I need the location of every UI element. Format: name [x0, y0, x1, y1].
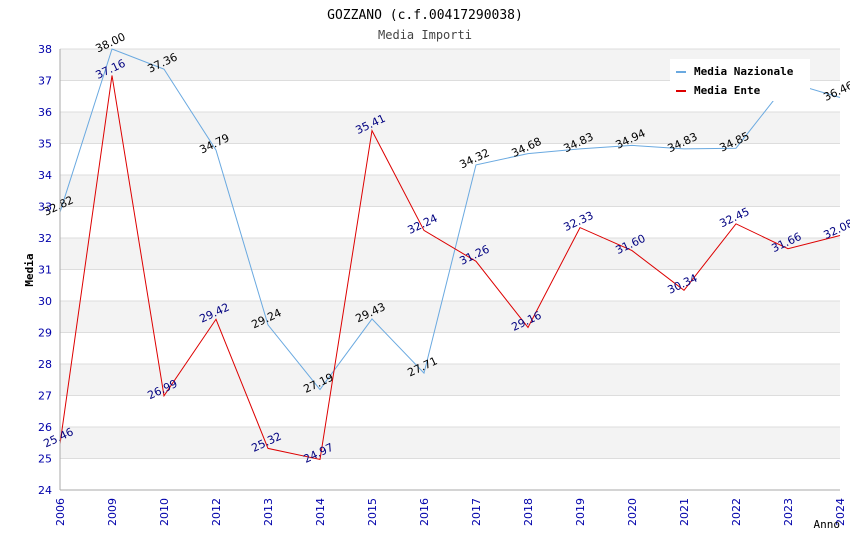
- y-tick-label: 32: [38, 232, 52, 245]
- x-tick-label: 2020: [626, 498, 639, 526]
- y-tick-label: 30: [38, 295, 52, 308]
- x-tick-label: 2023: [782, 498, 795, 526]
- series-line: [59, 75, 841, 461]
- y-tick-label: 34: [38, 169, 52, 182]
- x-tick-label: 2017: [470, 498, 483, 526]
- plot-bands: [60, 49, 840, 490]
- y-tick-label: 31: [38, 264, 52, 277]
- x-tick-label: 2019: [574, 498, 587, 526]
- x-tick-label: 2009: [106, 498, 119, 526]
- x-tick-label: 2022: [730, 498, 743, 526]
- y-tick-label: 29: [38, 327, 52, 340]
- y-tick-label: 35: [38, 138, 52, 151]
- x-tick-label: 2016: [418, 498, 431, 526]
- series-line: [59, 48, 841, 391]
- y-tick-label: 24: [38, 484, 52, 497]
- x-axis: 2006 2009 2010 2012 2013 2014 2015 2016 2017 2018…: [54, 489, 847, 526]
- plot-band: [60, 458, 840, 490]
- x-tick-label: 2013: [262, 498, 275, 526]
- plot-band: [60, 301, 840, 333]
- plot-band: [60, 364, 840, 396]
- plot-band: [60, 332, 840, 364]
- y-tick-label: 25: [38, 453, 52, 466]
- y-axis: 24 25 26 27 28 29 30 31 32 33 34 35 36 37 38: [38, 43, 61, 497]
- x-axis-title: Anno: [814, 518, 841, 531]
- y-tick-label: 33: [38, 201, 52, 214]
- x-tick-label: 2018: [522, 498, 535, 526]
- y-axis-title: Media: [23, 253, 36, 286]
- x-tick-label: 2006: [54, 498, 67, 526]
- plot-band: [60, 427, 840, 459]
- legend-label: Media Nazionale: [694, 65, 794, 78]
- legend-label: Media Ente: [694, 84, 761, 97]
- plot-band: [60, 175, 840, 207]
- x-tick-label: 2024: [834, 498, 847, 526]
- plot-band: [60, 238, 840, 270]
- plot-band: [60, 206, 840, 238]
- plot-band: [60, 395, 840, 427]
- y-tick-label: 28: [38, 358, 52, 371]
- y-tick-label: 36: [38, 106, 52, 119]
- series-lines: [59, 48, 841, 461]
- x-tick-label: 2010: [158, 498, 171, 526]
- legend-box: [670, 59, 810, 101]
- y-tick-label: 37: [38, 75, 52, 88]
- x-tick-label: 2014: [314, 498, 327, 526]
- y-tick-label: 26: [38, 421, 52, 434]
- x-tick-label: 2021: [678, 498, 691, 526]
- plot-band: [60, 269, 840, 301]
- x-tick-label: 2015: [366, 498, 379, 526]
- y-tick-label: 38: [38, 43, 52, 56]
- plot-band: [60, 112, 840, 144]
- x-tick-label: 2012: [210, 498, 223, 526]
- y-tick-label: 27: [38, 390, 52, 403]
- chart-title: GOZZANO (c.f.00417290038): [327, 8, 523, 23]
- legend: Media Nazionale Media Ente: [670, 59, 810, 101]
- chart-subtitle: Media Importi: [378, 28, 472, 42]
